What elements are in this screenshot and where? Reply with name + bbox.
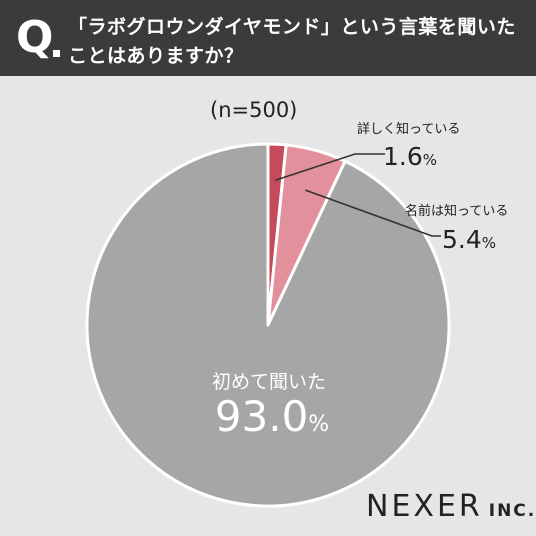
logo-suffix: INC. xyxy=(488,501,536,521)
slice-first-time xyxy=(85,142,451,508)
leader-line-2 xyxy=(305,189,441,237)
slice-label-1: 詳しく知っている xyxy=(357,121,460,137)
nexer-logo: NEXER INC. xyxy=(366,489,536,524)
slice-value-1: 1.6% xyxy=(383,142,437,171)
leader-line-1 xyxy=(275,153,385,181)
slice-label-2: 名前は知っている xyxy=(405,203,508,219)
slice-value-2: 5.4% xyxy=(442,225,496,254)
question-dot xyxy=(53,50,60,57)
slice-label-3: 初めて聞いた xyxy=(212,371,326,393)
sample-size: (n=500) xyxy=(210,98,298,122)
question-text-line2: ことはありますか？ xyxy=(68,45,244,67)
question-text-line1: 「ラボグロウンダイヤモンド」という言葉を聞いた xyxy=(68,16,516,38)
question-mark-q: Q xyxy=(16,12,54,63)
slice-value-3: 93.0% xyxy=(215,392,329,441)
question-header: Q 「ラボグロウンダイヤモンド」という言葉を聞いた ことはありますか？ xyxy=(0,0,536,76)
logo-name: NEXER xyxy=(366,489,483,524)
